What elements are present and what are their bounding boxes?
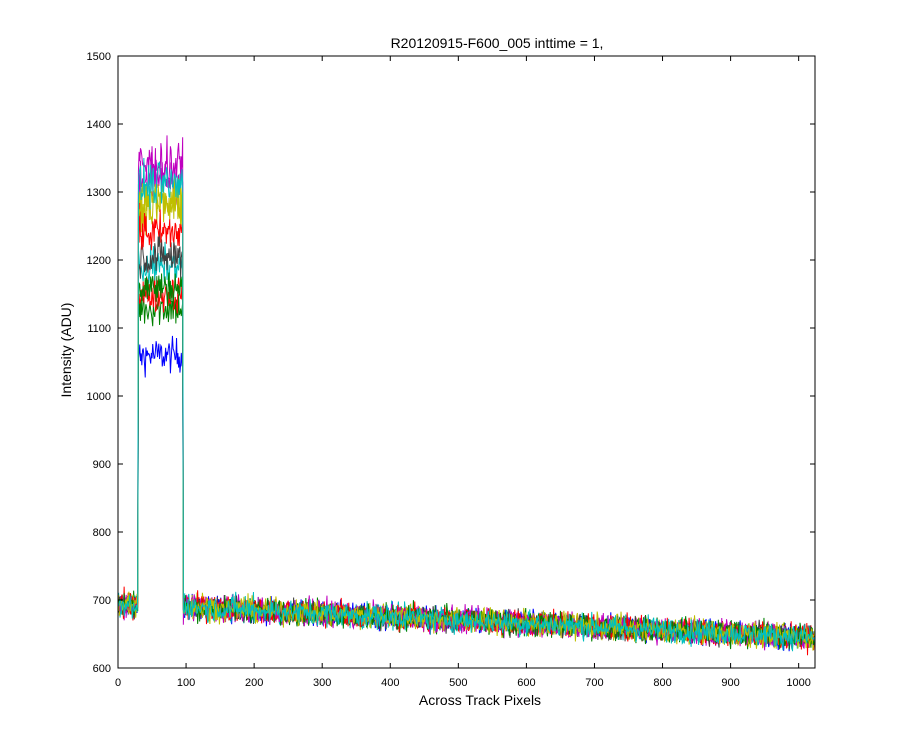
series-line-12 (117, 157, 816, 652)
x-tick-label-300: 300 (313, 677, 331, 689)
x-tick-label-1000: 1000 (786, 677, 810, 689)
y-tick-label-1400: 1400 (87, 119, 111, 131)
y-axis-label: Intensity (ADU) (58, 303, 74, 398)
x-tick-label-200: 200 (245, 677, 263, 689)
y-tick-label-1100: 1100 (87, 323, 111, 335)
y-tick-label-1500: 1500 (87, 51, 111, 63)
x-tick-label-900: 900 (721, 677, 739, 689)
x-tick-label-100: 100 (177, 677, 195, 689)
x-tick-label-0: 0 (115, 677, 121, 689)
y-tick-label-900: 900 (93, 459, 111, 471)
y-tick-label-600: 600 (93, 663, 111, 675)
y-tick-label-1300: 1300 (87, 187, 111, 199)
plot-background (118, 56, 815, 668)
x-axis-label: Across Track Pixels (419, 692, 541, 708)
y-tick-label-700: 700 (93, 595, 111, 607)
series-layer (117, 135, 816, 656)
y-tick-label-1200: 1200 (87, 255, 111, 267)
x-tick-label-500: 500 (449, 677, 467, 689)
y-tick-label-800: 800 (93, 527, 111, 539)
y-tick-label-1000: 1000 (87, 391, 111, 403)
plot-frame (117, 55, 816, 669)
x-tick-label-800: 800 (653, 677, 671, 689)
x-tick-label-600: 600 (517, 677, 535, 689)
tick-layer: 0 100 200 300 400 500 600 700 800 900 1000 600 700 80… (87, 51, 815, 689)
x-tick-label-400: 400 (381, 677, 399, 689)
x-tick-label-700: 700 (585, 677, 603, 689)
chart-title: R20120915-F600_005 inttime = 1, (391, 35, 604, 51)
